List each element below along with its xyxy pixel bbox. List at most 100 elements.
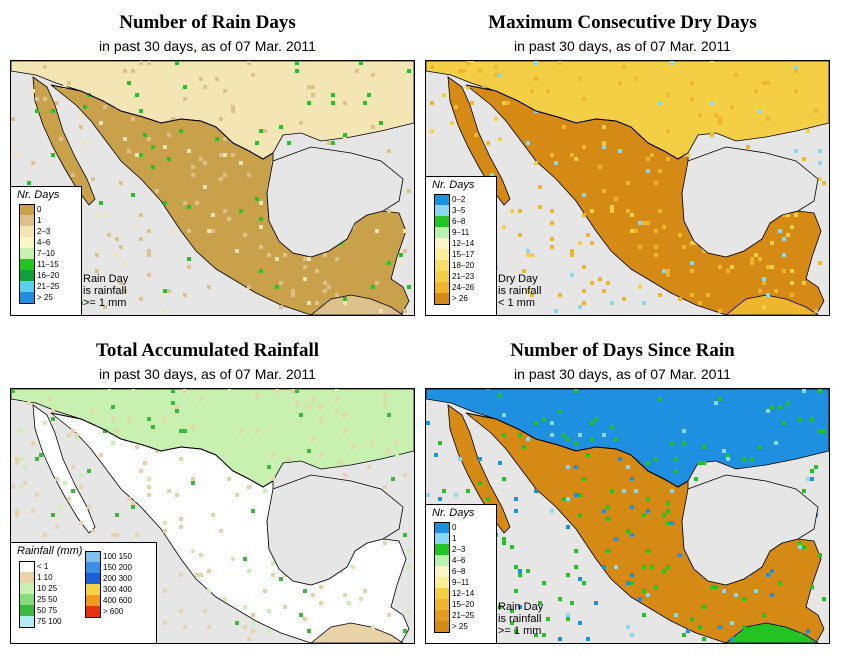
legend-swatch [19,226,35,237]
map-pixel [802,489,806,493]
map-pixel [626,625,630,629]
map-pixel [526,249,530,253]
map-pixel [690,293,694,297]
map-pixel [123,69,127,73]
map-pixel [774,289,778,293]
legend-label: 9–11 [452,578,470,587]
map-pixel [307,97,311,101]
map-shape [447,404,511,534]
map-pixel [247,569,251,573]
map-pixel [323,281,327,285]
map-pixel [331,141,335,145]
map-pixel [303,257,307,261]
map-pixel [55,101,59,105]
map-legend: Nr. Days 0–2 3–5 6–8 9–11 12–14 15–17 18–20 21–… [426,176,497,315]
map-pixel [147,253,151,257]
map-pixel [375,229,379,233]
map-pixel [638,245,642,249]
map-pixel [514,565,518,569]
map-pixel [147,485,151,489]
map-pixel [498,73,502,77]
map-pixel [339,445,343,449]
map-pixel [582,477,586,481]
map-pixel [558,597,562,601]
map-pixel [802,545,806,549]
map-pixel [395,441,399,445]
map-pixel [758,289,762,293]
map-pixel [478,69,482,73]
map-pixel [403,309,407,313]
legend-entry: 2–3 [11,226,81,237]
map-pixel [207,589,211,593]
map-pixel [59,137,63,141]
map-pixel [163,289,167,293]
map-pixel [179,573,183,577]
map-pixel [291,389,295,393]
map-pixel [494,65,498,69]
map-pixel [307,405,311,409]
map-pixel [466,489,470,493]
map-pixel [327,285,331,289]
map-pixel [187,257,191,261]
map-pixel [371,73,375,77]
map-pixel [726,457,730,461]
map-pixel [518,569,522,573]
map-pixel [355,69,359,73]
map-pixel [530,253,534,257]
map-pixel [255,393,259,397]
map-pixel [522,445,526,449]
legend-rows: 0–2 3–5 6–8 9–11 12–14 15–17 18–20 21–23 24–26 > … [426,194,496,305]
legend-entry: 18–20 [426,260,496,271]
map-pixel [566,525,570,529]
map-pixel [223,173,227,177]
map-pixel [407,69,411,73]
map-pixel [662,133,666,137]
panel-subtitle: in past 30 days, as of 07 Mar. 2011 [99,38,316,54]
map-pixel [399,261,403,265]
map-pixel [363,101,367,105]
map-pixel [666,157,670,161]
map-pixel [642,513,646,517]
map-pixel [127,497,131,501]
map-pixel [646,549,650,553]
map-pixel [143,461,147,465]
map-pixel [303,265,307,269]
note-line: is rainfall [83,285,127,297]
map-pixel [686,153,690,157]
map-pixel [87,469,91,473]
map-pixel [802,157,806,161]
legend-swatch [434,205,450,216]
map-pixel [343,137,347,141]
legend-swatch [85,551,101,563]
map-pixel [562,497,566,501]
map-pixel [654,253,658,257]
map-pixel [55,525,59,529]
legend-swatch [434,577,450,588]
map-pixel [279,125,283,129]
map-pixel [191,425,195,429]
map-pixel [379,309,383,313]
map-pixel [646,497,650,501]
map-pixel [762,81,766,85]
legend-label: 100 150 [103,552,132,561]
map-pixel [746,145,750,149]
map-pixel [175,409,179,413]
map-pixel [518,421,522,425]
map-pixel [199,157,203,161]
legend-label: > 26 [452,294,468,303]
map-pixel [71,465,75,469]
map-pixel [115,513,119,517]
map-pixel [251,509,255,513]
map-pixel [774,93,778,97]
map-pixel [794,149,798,153]
map-pixel [666,273,670,277]
map-pixel [319,585,323,589]
map-note: Rain Day is rainfall >= 1 mm [498,601,543,637]
legend-swatch [434,544,450,555]
map-pixel [387,261,391,265]
map-pixel [626,209,630,213]
map-pixel [335,389,339,393]
map-pixel [466,85,470,89]
map-pixel [502,537,506,541]
map-pixel [454,493,458,497]
